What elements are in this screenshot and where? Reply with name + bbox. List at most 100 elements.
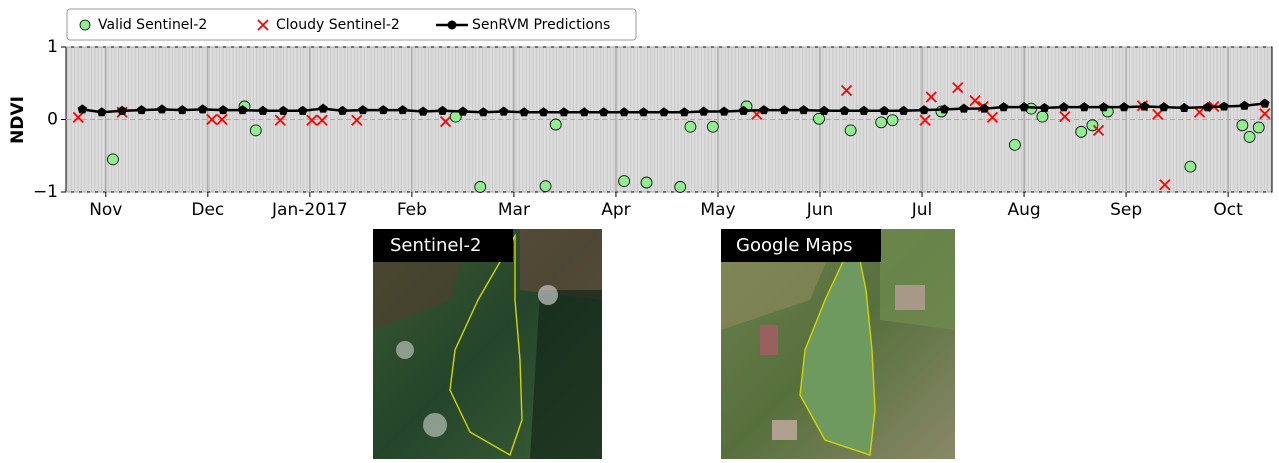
prediction-point [998, 102, 1009, 112]
google-maps-image: Google Maps [721, 229, 955, 459]
cloudy-point [1159, 179, 1171, 191]
prediction-point [1239, 100, 1250, 110]
prediction-point [77, 104, 88, 114]
prediction-point [1059, 102, 1069, 112]
image-label: Google Maps [736, 235, 853, 256]
prediction-point [1260, 98, 1270, 108]
prediction-point [1159, 102, 1169, 112]
y-tick-label: 0 [47, 110, 58, 130]
prediction-point [698, 106, 709, 116]
x-tick-label: Apr [601, 200, 630, 220]
valid-point [474, 181, 487, 193]
prediction-point [839, 105, 850, 115]
prediction-point [559, 107, 569, 117]
cloudy-point [216, 113, 228, 126]
x-tick-label: Oct [1213, 200, 1243, 220]
x-tick-label: Jun [806, 200, 834, 220]
prediction-point [478, 107, 489, 117]
prediction-point [218, 105, 228, 115]
prediction-point [679, 107, 690, 117]
prediction-point [197, 104, 208, 114]
cloudy-point [925, 91, 937, 103]
cloudy-point [952, 81, 964, 94]
valid-point [1236, 119, 1249, 132]
valid-point [875, 116, 888, 129]
prediction-point [278, 105, 289, 115]
cloudy-point [306, 114, 318, 126]
prediction-point [237, 105, 248, 115]
cloudy-point [1059, 110, 1071, 123]
prediction-point [397, 105, 408, 115]
x-tick-label: May [700, 200, 735, 220]
prediction-point [1019, 102, 1029, 112]
legend-symbol [257, 19, 269, 31]
prediction-point [719, 106, 729, 116]
prediction-point [1139, 101, 1150, 111]
cloudy-point [1092, 124, 1105, 137]
valid-point [1252, 121, 1265, 134]
sentinel-image: Sentinel-2 [373, 229, 602, 459]
prediction-point [437, 105, 448, 115]
prediction-point [619, 107, 629, 117]
valid-point [1243, 130, 1256, 143]
valid-point [886, 114, 899, 127]
y-tick-label: 1 [47, 37, 58, 57]
valid-point [684, 120, 697, 133]
valid-point [674, 181, 687, 193]
valid-point [107, 153, 119, 166]
prediction-point [979, 103, 990, 113]
valid-point [1184, 160, 1197, 173]
cloudy-point [206, 113, 218, 126]
prediction-point [859, 105, 869, 115]
valid-point [844, 124, 857, 137]
valid-point [618, 175, 631, 188]
valid-point [539, 180, 552, 193]
series [107, 100, 1265, 193]
x-tick-label: Jul [911, 200, 933, 220]
legend-symbol [79, 19, 91, 31]
prediction-point [759, 105, 769, 115]
prediction-point [1202, 102, 1213, 112]
prediction-point [879, 105, 890, 115]
prediction-point [458, 106, 468, 116]
prediction-point [1098, 102, 1109, 112]
prediction-point [177, 105, 188, 115]
prediction-point [358, 105, 368, 115]
cloudy-point [986, 111, 999, 123]
prediction-point [738, 105, 749, 115]
prediction-point [579, 107, 590, 117]
legend-label: Valid Sentinel-2 [98, 17, 207, 33]
cloudy-point [840, 84, 853, 97]
prediction-point [498, 106, 509, 116]
prediction-point [96, 107, 107, 117]
prediction-point [117, 105, 127, 115]
prediction-point [258, 105, 268, 115]
image-label: Sentinel-2 [390, 235, 481, 256]
x-tick-label: Sep [1110, 200, 1142, 220]
grid [66, 46, 1272, 193]
cloudy-point [439, 116, 452, 128]
cloudy-point [274, 114, 286, 126]
legend-box [66, 8, 637, 41]
legend-label: SenRVM Predictions [472, 17, 610, 33]
prediction-point [157, 104, 167, 114]
prediction-point [519, 107, 529, 117]
valid-point [1008, 138, 1021, 151]
cloudy-point [919, 114, 931, 126]
prediction-point [819, 105, 829, 115]
prediction-point [418, 106, 428, 116]
y-tick-label: −1 [33, 182, 58, 202]
prediction-point [659, 107, 669, 117]
x-tick-label: Nov [89, 200, 122, 220]
cloudy-point [969, 95, 981, 107]
valid-point [706, 120, 719, 133]
prediction-point [1039, 102, 1050, 112]
legend-label: Cloudy Sentinel-2 [276, 17, 400, 33]
prediction-point [1219, 101, 1229, 111]
prediction-point [779, 105, 790, 115]
prediction-point [538, 107, 549, 117]
cloudy-point [72, 111, 84, 123]
valid-point [1036, 110, 1049, 123]
prediction-point [318, 103, 328, 113]
